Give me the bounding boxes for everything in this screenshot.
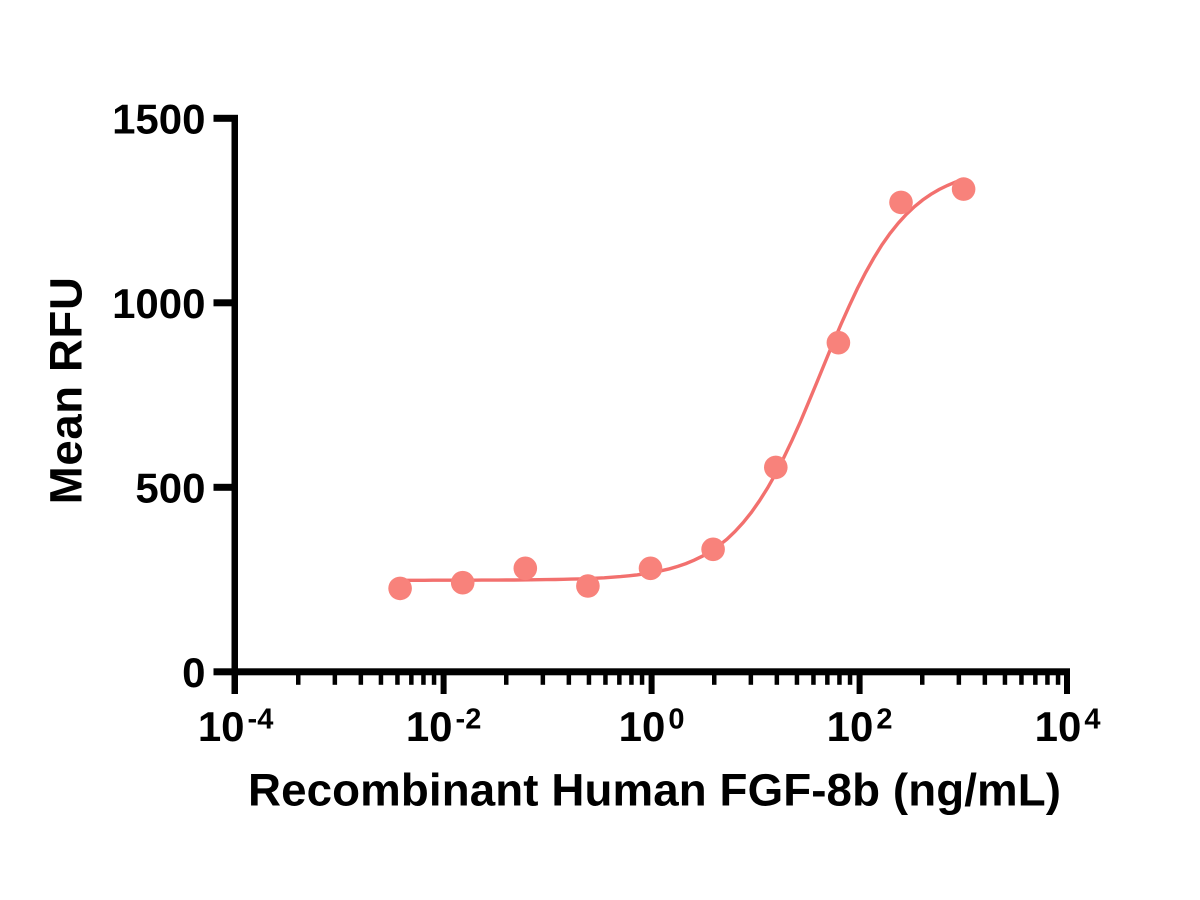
svg-text:1500: 1500 xyxy=(112,96,205,143)
svg-text:Recombinant Human FGF-8b (ng/m: Recombinant Human FGF-8b (ng/mL) xyxy=(248,765,1061,816)
svg-text:102: 10 2 xyxy=(827,703,893,750)
svg-text:Mean RFU: Mean RFU xyxy=(41,277,92,504)
svg-text:500: 500 xyxy=(135,465,205,512)
svg-text:0: 0 xyxy=(182,649,205,696)
svg-text:1000: 1000 xyxy=(112,280,205,327)
